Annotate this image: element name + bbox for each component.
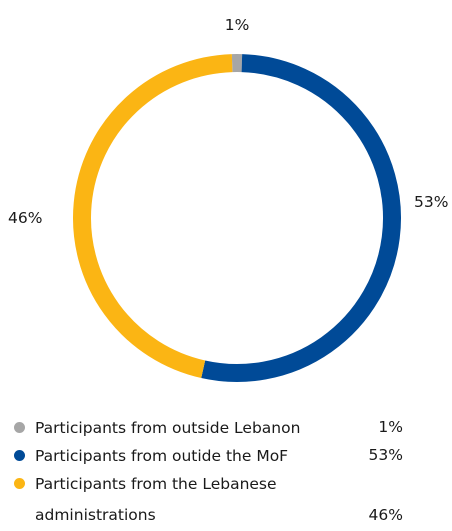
legend-item-outside-lebanon: Participants from outside Lebanon 1%: [14, 413, 434, 441]
legend-label-outside-mof: Participants from outide the MoF: [35, 441, 335, 472]
legend-swatch-outside-lebanon: [14, 422, 25, 433]
donut-chart: 1% 53% 46%: [0, 0, 452, 400]
legend-label-outside-lebanon: Participants from outside Lebanon: [35, 413, 335, 444]
legend-swatch-outside-mof: [14, 450, 25, 461]
legend-label-lebanese-administrations: Participants from the Lebanese administr…: [35, 469, 335, 531]
data-label-0: 1%: [225, 16, 250, 34]
data-label-2: 46%: [8, 209, 42, 227]
data-label-1: 53%: [414, 193, 448, 211]
legend-item-outside-mof: Participants from outide the MoF 53%: [14, 441, 434, 469]
legend-value-outside-lebanon: 1%: [378, 413, 403, 441]
legend-value-outside-mof: 53%: [369, 441, 403, 469]
legend: Participants from outside Lebanon 1% Par…: [14, 413, 434, 529]
legend-item-lebanese-administrations: Participants from the Lebanese administr…: [14, 469, 434, 529]
legend-swatch-lebanese-administrations: [14, 478, 25, 489]
legend-value-lebanese-administrations: 46%: [369, 501, 403, 529]
donut-slice-2: [82, 63, 232, 369]
donut-slice-1: [203, 63, 392, 373]
